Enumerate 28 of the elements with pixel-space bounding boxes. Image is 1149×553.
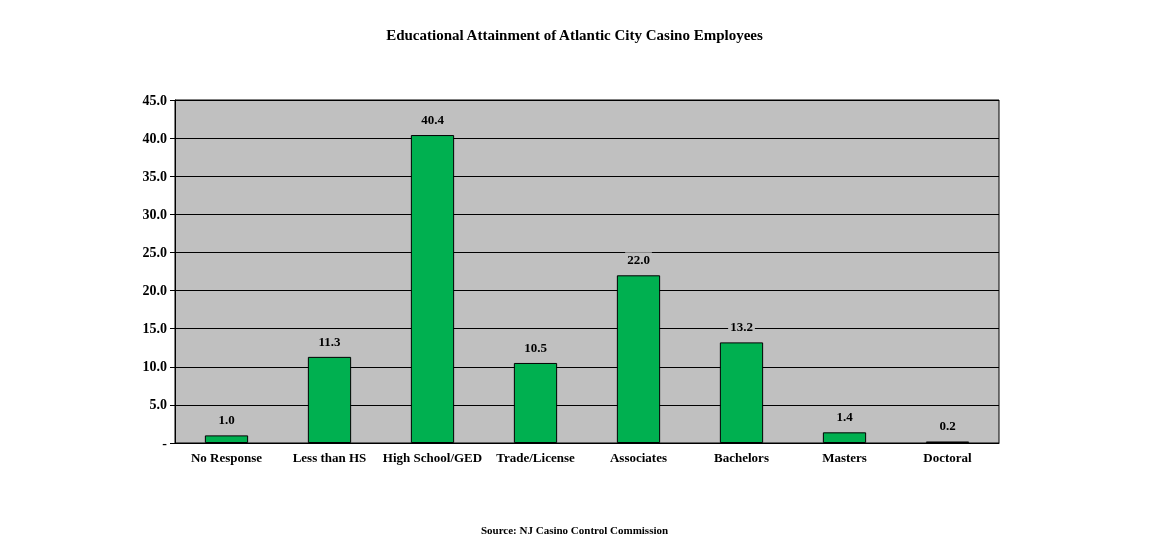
y-tick-label: 25.0: [142, 244, 167, 260]
data-label: 13.2: [730, 319, 753, 335]
data-label: 22.0: [627, 252, 650, 268]
y-tick-label: 10.0: [142, 359, 167, 375]
data-label: 10.5: [524, 339, 548, 355]
x-tick-label: Trade/License: [496, 450, 575, 465]
x-tick-label: Doctoral: [923, 450, 973, 465]
data-label: 1.4: [836, 409, 854, 425]
data-label: 1.0: [218, 412, 235, 428]
x-tick-label: Masters: [822, 450, 867, 465]
y-tick-label: 5.0: [149, 397, 167, 413]
x-tick-label: High School/GED: [382, 450, 483, 465]
data-label: 40.4: [421, 112, 445, 128]
y-tick-label: 35.0: [142, 168, 167, 184]
y-tick-label: 30.0: [142, 206, 167, 222]
y-tick-label: 15.0: [142, 321, 167, 337]
x-tick-label: Bachelors: [714, 450, 769, 465]
y-tick-label: -: [162, 435, 168, 451]
x-tick-label: Associates: [609, 450, 668, 465]
y-tick-label: 45.0: [142, 92, 167, 108]
x-tick-label: No Response: [190, 450, 263, 465]
y-tick-label: 20.0: [142, 283, 167, 299]
chart-title: Educational Attainment of Atlantic City Casino Employees: [386, 26, 763, 43]
data-label: 11.3: [318, 333, 342, 349]
source-note: Source: NJ Casino Control Commission: [480, 523, 669, 536]
x-tick-label: Less than HS: [292, 450, 367, 465]
y-tick-label: 40.0: [142, 130, 167, 146]
data-label: 0.2: [939, 418, 956, 434]
